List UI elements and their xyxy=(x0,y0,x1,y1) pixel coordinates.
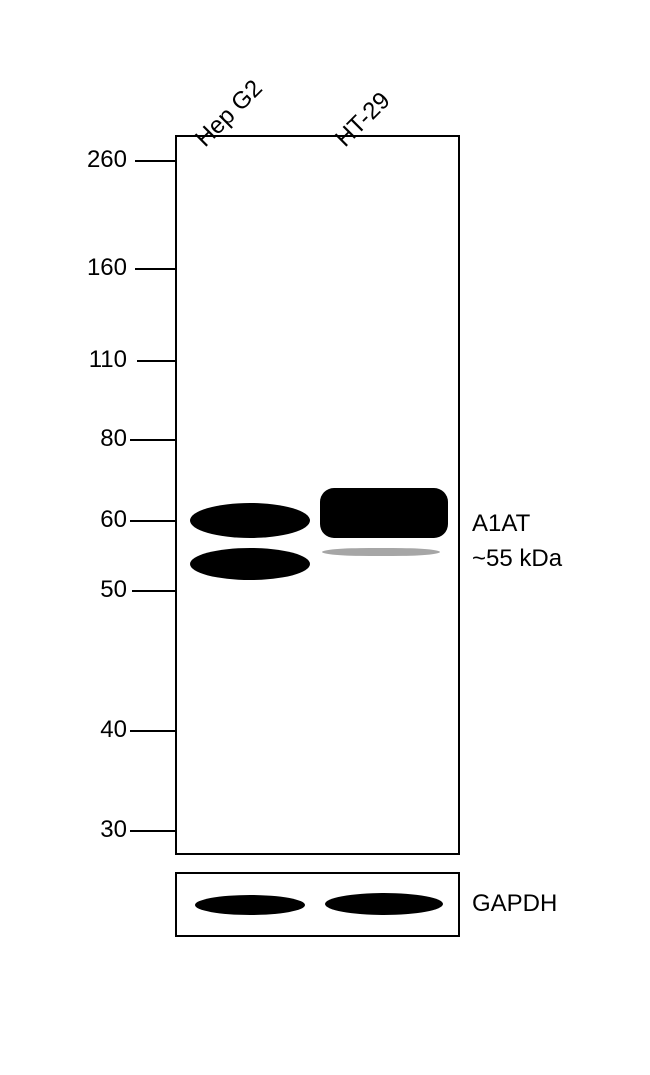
mw-marker-tick xyxy=(135,160,175,162)
blot-band xyxy=(190,503,310,538)
loading-control-label: GAPDH xyxy=(472,890,557,918)
mw-marker-label: 50 xyxy=(75,576,127,604)
mw-marker-label: 80 xyxy=(75,425,127,453)
mw-marker-tick xyxy=(132,590,175,592)
mw-marker-label: 40 xyxy=(75,716,127,744)
mw-marker-tick xyxy=(137,360,175,362)
mw-marker-label: 30 xyxy=(75,816,127,844)
western-blot-figure: Hep G2 HT-29 260 160 110 80 60 50 40 30 … xyxy=(0,0,650,1075)
mw-marker-label: 110 xyxy=(75,346,127,374)
mw-marker-label: 60 xyxy=(75,506,127,534)
mw-marker-tick xyxy=(130,439,175,441)
blot-band xyxy=(190,548,310,580)
blot-band xyxy=(325,893,443,915)
blot-band xyxy=(195,895,305,915)
mw-marker-label: 160 xyxy=(75,254,127,282)
mw-marker-tick xyxy=(130,730,175,732)
target-protein-label: A1AT xyxy=(472,510,530,538)
mw-marker-tick xyxy=(130,520,175,522)
mw-marker-tick xyxy=(130,830,175,832)
mw-marker-tick xyxy=(135,268,175,270)
target-mw-label: ~55 kDa xyxy=(472,545,562,573)
mw-marker-label: 260 xyxy=(75,146,127,174)
blot-band xyxy=(320,488,448,538)
blot-band xyxy=(322,548,440,556)
